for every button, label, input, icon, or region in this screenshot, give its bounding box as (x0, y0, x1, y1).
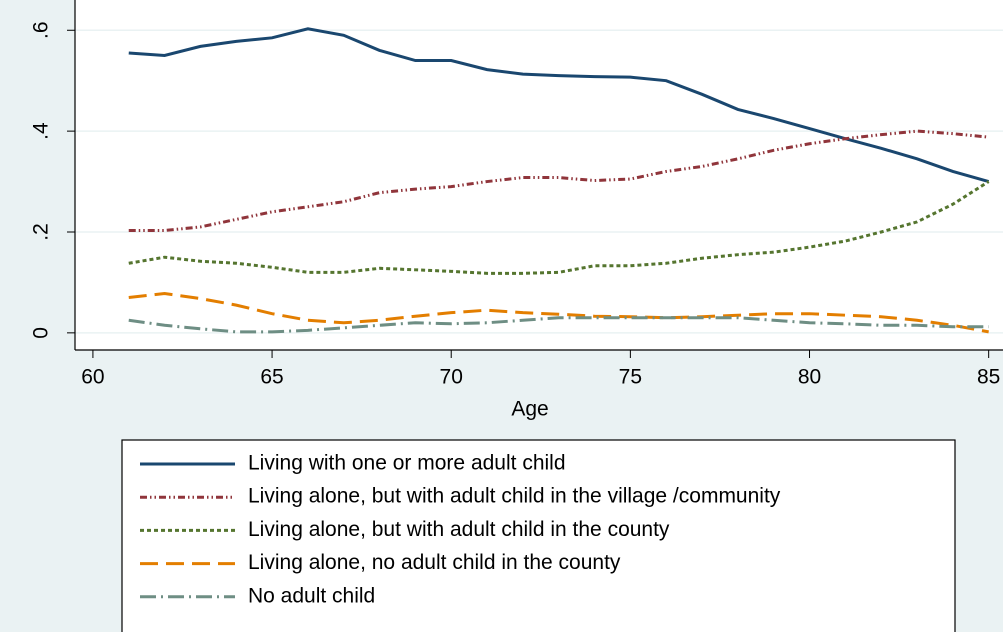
legend-label: Living alone, no adult child in the coun… (248, 551, 621, 574)
legend-box (121, 439, 956, 632)
series-line (128, 316, 989, 334)
x-tick-label: 85 (977, 366, 1000, 389)
y-tick-label: .6 (30, 22, 53, 40)
y-tick-label: 0 (30, 327, 53, 339)
y-tick-label: .2 (30, 223, 53, 241)
x-tick-label: 80 (798, 366, 821, 389)
x-tick-label: 60 (81, 366, 104, 389)
x-tick-label: 65 (260, 366, 283, 389)
legend-label: Living with one or more adult child (248, 452, 566, 475)
y-tick-label: .4 (30, 122, 53, 140)
x-tick-label: 70 (440, 366, 463, 389)
legend-label: Living alone, but with adult child in th… (248, 485, 781, 508)
legend-label: No adult child (248, 584, 375, 607)
x-tick-label: 75 (619, 366, 642, 389)
plot-area (75, 0, 1003, 350)
series-line (128, 292, 989, 334)
series-line (128, 129, 989, 232)
legend-label: Living alone, but with adult child in th… (248, 518, 670, 541)
x-axis-label: Age (511, 398, 548, 421)
